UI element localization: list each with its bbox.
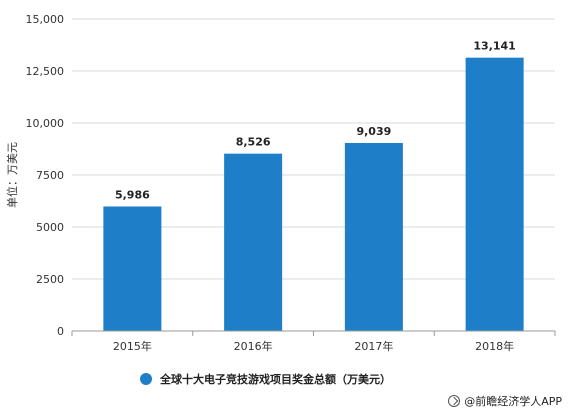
bar bbox=[224, 153, 283, 331]
bar bbox=[465, 57, 524, 331]
legend-swatch bbox=[140, 373, 152, 385]
data-label: 8,526 bbox=[236, 136, 271, 149]
y-tick-label: 10,000 bbox=[26, 117, 65, 130]
y-tick-label: 12,500 bbox=[26, 65, 65, 78]
x-axis-ticks: 2015年 2016年 2017年 2018年 bbox=[71, 331, 556, 353]
x-tick-label: 2015年 bbox=[113, 339, 152, 353]
y-tick-label: 7500 bbox=[36, 169, 64, 182]
legend: 全球十大电子竞技游戏项目奖金总额（万美元） bbox=[140, 371, 391, 387]
legend-label: 全球十大电子竞技游戏项目奖金总额（万美元） bbox=[160, 373, 391, 386]
data-label: 9,039 bbox=[356, 125, 391, 138]
data-label: 5,986 bbox=[115, 188, 150, 201]
x-tick-label: 2018年 bbox=[475, 339, 514, 353]
bar bbox=[103, 206, 162, 331]
x-tick-label: 2017年 bbox=[354, 339, 393, 353]
y-axis-title: 单位：万美元 bbox=[5, 142, 19, 208]
y-tick-label: 0 bbox=[57, 325, 64, 338]
bar bbox=[344, 142, 403, 331]
source-credit: @前瞻经济学人APP bbox=[448, 393, 562, 409]
y-tick-label: 2500 bbox=[36, 273, 64, 286]
y-axis-ticks: 0 2500 5000 7500 10,000 12,500 15,000 bbox=[26, 13, 65, 338]
data-label: 13,141 bbox=[473, 40, 515, 53]
source-text: @前瞻经济学人APP bbox=[464, 395, 562, 408]
y-tick-label: 5000 bbox=[36, 221, 64, 234]
x-tick-label: 2016年 bbox=[234, 339, 273, 353]
y-tick-label: 15,000 bbox=[26, 13, 65, 26]
logo-icon bbox=[448, 395, 461, 407]
data-labels: 5,986 8,526 9,039 13,141 bbox=[115, 40, 516, 202]
bars bbox=[103, 57, 524, 331]
